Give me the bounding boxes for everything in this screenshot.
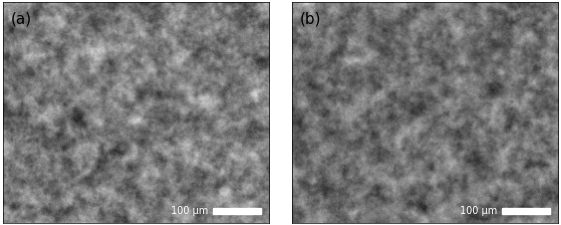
Text: (a): (a) (11, 11, 32, 26)
Text: 100 μm: 100 μm (459, 206, 497, 216)
Text: 100 μm: 100 μm (171, 206, 208, 216)
Bar (502, 208, 550, 214)
Bar (213, 208, 261, 214)
Text: (b): (b) (300, 11, 321, 26)
